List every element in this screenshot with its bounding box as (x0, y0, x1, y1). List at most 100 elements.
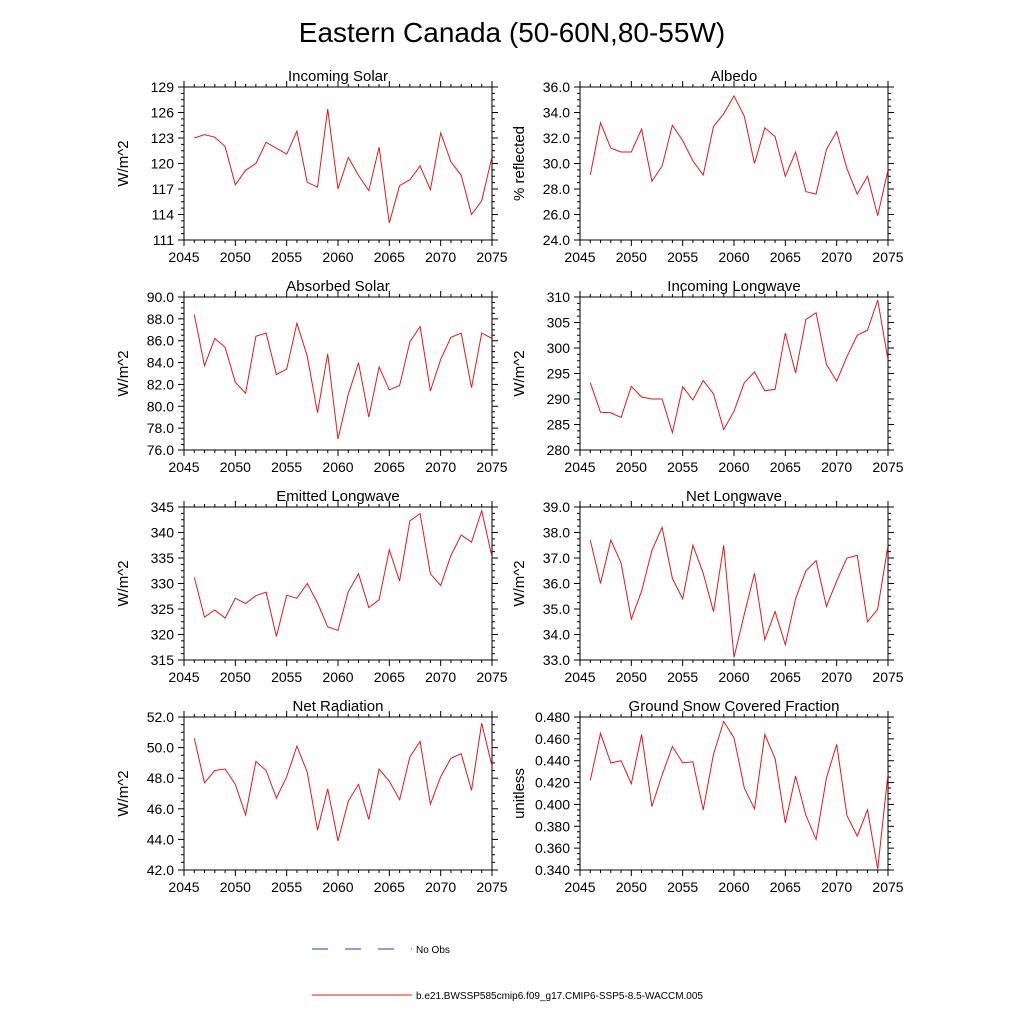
y-axis-label: W/m^2 (511, 350, 528, 396)
x-tick-label: 2065 (770, 249, 801, 265)
series-line (589, 525, 888, 658)
panel-0: Incoming Solar W/m^2 2045 2050 2055 2060 2065 2… (115, 68, 508, 265)
x-tick-label: 2045 (168, 249, 199, 265)
x-tick-label: 2055 (667, 459, 698, 475)
x-tick-label: 2060 (322, 879, 353, 895)
y-tick-label: 78.0 (147, 420, 174, 436)
panel-title: Incoming Solar (288, 68, 388, 85)
x-tick-label: 2070 (821, 459, 852, 475)
x-tick-label: 2050 (220, 459, 251, 475)
y-tick-label: 42.0 (147, 862, 174, 878)
x-tick-label: 2055 (271, 669, 302, 685)
x-tick-label: 2050 (616, 249, 647, 265)
x-tick-label: 2045 (168, 459, 199, 475)
panel-title: Albedo (711, 68, 758, 85)
x-tick-label: 2050 (616, 879, 647, 895)
panel-title: Ground Snow Covered Fraction (629, 698, 840, 715)
x-tick-label: 2065 (374, 249, 405, 265)
x-tick-label: 2070 (821, 879, 852, 895)
y-tick-label: 35.0 (543, 601, 570, 617)
y-tick-label: 90.0 (147, 289, 174, 305)
y-tick-label: 82.0 (147, 376, 174, 392)
plot-frame (579, 86, 889, 241)
series-line (193, 508, 492, 637)
x-tick-label: 2045 (564, 459, 595, 475)
y-tick-label: 111 (153, 232, 174, 248)
panel-title: Net Longwave (686, 488, 782, 505)
y-axis-label: W/m^2 (511, 560, 528, 606)
y-tick-label: 52.0 (147, 709, 174, 725)
panel-title: Absorbed Solar (286, 278, 389, 295)
plot-frame (183, 86, 493, 241)
series-line (194, 109, 492, 224)
y-tick-label: 280 (547, 442, 571, 458)
series-line (193, 722, 492, 842)
x-tick-label: 2065 (374, 669, 405, 685)
y-tick-label: 0.360 (535, 840, 570, 856)
y-tick-label: 28.0 (543, 181, 570, 197)
y-tick-label: 34.0 (543, 627, 570, 643)
y-axis-label: W/m^2 (115, 770, 132, 816)
y-tick-label: 0.380 (535, 818, 570, 834)
x-tick-label: 2055 (271, 879, 302, 895)
x-tick-label: 2070 (425, 879, 456, 895)
panel-7: Ground Snow Covered Fraction unitless 2045… (511, 698, 904, 895)
y-tick-label: 48.0 (147, 770, 174, 786)
y-tick-label: 86.0 (147, 333, 174, 349)
x-tick-label: 2075 (872, 249, 903, 265)
y-tick-label: 345 (151, 499, 175, 515)
x-tick-label: 2050 (220, 249, 251, 265)
y-tick-label: 84.0 (147, 355, 174, 371)
x-tick-label: 2065 (770, 459, 801, 475)
y-tick-label: 320 (151, 627, 175, 643)
plot-frame (183, 506, 493, 661)
panel-5: Net Longwave W/m^2 2045 2050 2055 2060 2065 207… (511, 488, 904, 685)
plot-frame (579, 506, 889, 661)
y-tick-label: 0.480 (535, 709, 570, 725)
y-tick-label: 38.0 (543, 525, 570, 541)
panel-6: Net Radiation W/m^2 2045 2050 2055 2060 2065 20… (115, 698, 508, 895)
y-axis-label: W/m^2 (115, 350, 132, 396)
y-tick-label: 123 (151, 130, 175, 146)
y-tick-label: 295 (547, 366, 571, 382)
y-tick-label: 32.0 (543, 130, 570, 146)
y-tick-label: 36.0 (543, 79, 570, 95)
x-tick-label: 2055 (667, 879, 698, 895)
x-tick-label: 2075 (872, 669, 903, 685)
y-axis-label: unitless (511, 768, 528, 819)
y-tick-label: 325 (151, 601, 175, 617)
panels: Incoming Solar W/m^2 2045 2050 2055 2060 2065 2… (115, 68, 904, 895)
x-tick-label: 2065 (770, 669, 801, 685)
y-tick-label: 340 (151, 525, 175, 541)
y-tick-label: 44.0 (147, 831, 174, 847)
plot-frame (183, 296, 493, 451)
y-tick-label: 36.0 (543, 576, 570, 592)
panel-4: Emitted Longwave W/m^2 2045 2050 2055 2060 206… (115, 488, 508, 685)
x-tick-label: 2045 (564, 879, 595, 895)
x-tick-label: 2060 (718, 879, 749, 895)
y-tick-label: 0.400 (535, 796, 570, 812)
y-tick-label: 129 (151, 79, 175, 95)
y-tick-label: 305 (547, 315, 571, 331)
y-tick-label: 0.420 (535, 775, 570, 791)
y-tick-label: 80.0 (147, 398, 174, 414)
x-tick-label: 2075 (476, 669, 507, 685)
series-line (589, 720, 888, 869)
series-line (193, 314, 492, 440)
x-tick-label: 2060 (322, 669, 353, 685)
x-tick-label: 2055 (667, 249, 698, 265)
x-tick-label: 2045 (564, 669, 595, 685)
x-tick-label: 2075 (476, 459, 507, 475)
y-tick-label: 50.0 (147, 740, 174, 756)
x-tick-label: 2050 (220, 879, 251, 895)
panel-2: Absorbed Solar W/m^2 2045 2050 2055 2060 2065 2… (115, 278, 508, 475)
x-tick-label: 2065 (374, 879, 405, 895)
x-tick-label: 2055 (271, 459, 302, 475)
x-tick-label: 2050 (616, 459, 647, 475)
y-axis-label: W/m^2 (115, 560, 132, 606)
y-tick-label: 114 (152, 207, 175, 223)
x-tick-label: 2070 (821, 669, 852, 685)
x-tick-label: 2070 (821, 249, 852, 265)
y-tick-label: 37.0 (543, 550, 570, 566)
